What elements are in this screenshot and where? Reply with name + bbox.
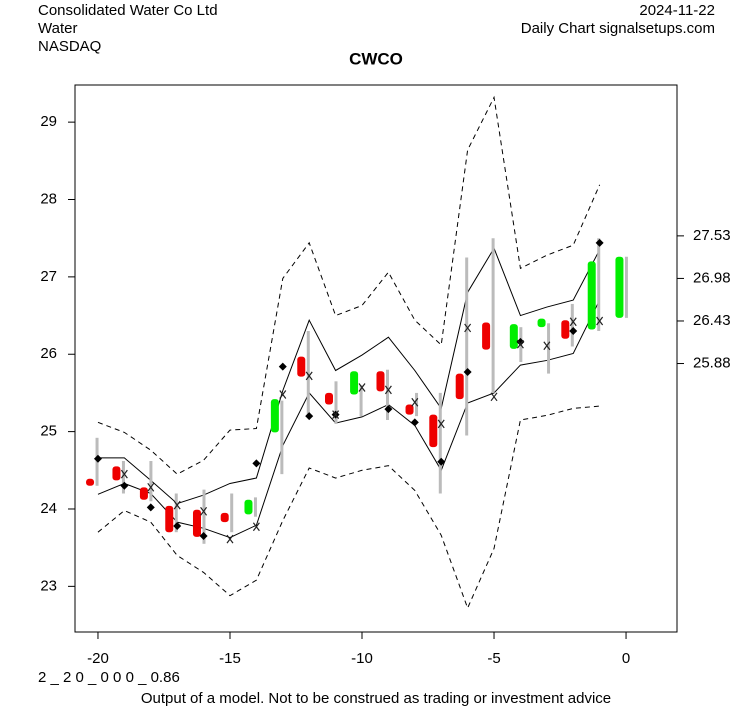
cross-marker: [569, 317, 577, 327]
band-line: [97, 95, 601, 475]
diamond-marker: [410, 418, 419, 427]
y2-tick-label: 25.88: [693, 354, 731, 371]
diamond-marker: [173, 522, 182, 531]
band-line: [97, 299, 601, 539]
cross-marker: [384, 385, 392, 395]
candle-body: [405, 404, 414, 415]
date: 2024-11-22: [639, 2, 715, 19]
candle-body: [244, 499, 253, 515]
y-tick-label: 29: [40, 113, 57, 130]
cross-marker: [464, 323, 472, 333]
candle-body: [376, 371, 385, 392]
y-tick-label: 25: [40, 423, 57, 440]
cross-marker: [252, 522, 260, 532]
candle-body: [220, 512, 229, 523]
candle-body: [139, 487, 148, 500]
exchange: NASDAQ: [38, 38, 101, 55]
cross-marker: [516, 339, 524, 349]
y-tick-label: 26: [40, 345, 57, 362]
cross-marker: [173, 500, 181, 510]
y-tick-label: 24: [40, 500, 57, 517]
cross-marker: [147, 482, 155, 492]
diamond-marker: [569, 327, 578, 336]
candle-body: [429, 414, 438, 448]
cross-marker: [358, 383, 366, 392]
diamond-marker: [305, 412, 314, 421]
cross-marker: [200, 506, 208, 516]
x-tick-label: -5: [487, 650, 500, 667]
candle-body: [455, 373, 464, 400]
candle-body: [587, 261, 596, 330]
cross-marker: [279, 390, 287, 399]
cross-marker: [437, 419, 445, 429]
diamond-marker: [199, 532, 208, 541]
diamond-marker: [516, 337, 525, 346]
candle-body: [482, 322, 491, 350]
y2-tick-label: 26.98: [693, 269, 731, 286]
candle-body: [270, 399, 279, 433]
candle-body: [112, 466, 121, 481]
cross-marker: [120, 469, 128, 479]
y-tick-label: 28: [40, 190, 57, 207]
cross-marker: [305, 371, 313, 381]
diamond-marker: [146, 503, 155, 512]
sector: Water: [38, 20, 77, 37]
diamond-marker: [278, 362, 287, 371]
diamond-marker: [120, 481, 129, 490]
source: Daily Chart signalsetups.com: [521, 20, 715, 37]
candle-body: [350, 371, 359, 395]
candle-body: [537, 318, 546, 328]
band-line: [97, 247, 601, 505]
plot-frame: [74, 84, 678, 633]
diamond-marker: [463, 368, 472, 377]
cross-marker: [226, 534, 234, 544]
chart-title: CWCO: [349, 49, 403, 68]
x-tick-label: -10: [351, 650, 373, 667]
candle-body: [615, 256, 624, 318]
cross-marker: [543, 341, 551, 351]
band-line: [97, 405, 600, 610]
diamond-marker: [384, 405, 393, 414]
cross-marker: [596, 316, 604, 326]
y-tick-label: 23: [40, 577, 57, 594]
candle-body: [561, 320, 570, 339]
y2-tick-label: 26.43: [693, 312, 731, 329]
x-tick-label: -15: [219, 650, 241, 667]
candle-body: [192, 509, 201, 537]
cross-marker: [490, 392, 498, 402]
cross-marker: [411, 397, 419, 407]
candle-body: [297, 356, 306, 377]
candle-body: [325, 392, 334, 405]
candle-body: [509, 324, 518, 349]
x-tick-label: 0: [622, 650, 630, 667]
candle-body: [86, 478, 95, 486]
diamond-marker: [252, 459, 261, 468]
candle-body: [165, 505, 174, 533]
y-tick-label: 27: [40, 268, 57, 285]
disclaimer: Output of a model. Not to be construed a…: [141, 690, 611, 707]
diamond-marker: [595, 238, 604, 247]
company: Consolidated Water Co Ltd: [38, 2, 218, 19]
y2-tick-label: 27.53: [693, 227, 731, 244]
model-code: 2 _ 2 0 _ 0 0 0 _ 0.86: [38, 669, 180, 686]
cross-marker: [332, 410, 340, 419]
x-tick-label: -20: [87, 650, 109, 667]
diamond-marker: [93, 454, 102, 463]
diamond-marker: [437, 457, 446, 466]
